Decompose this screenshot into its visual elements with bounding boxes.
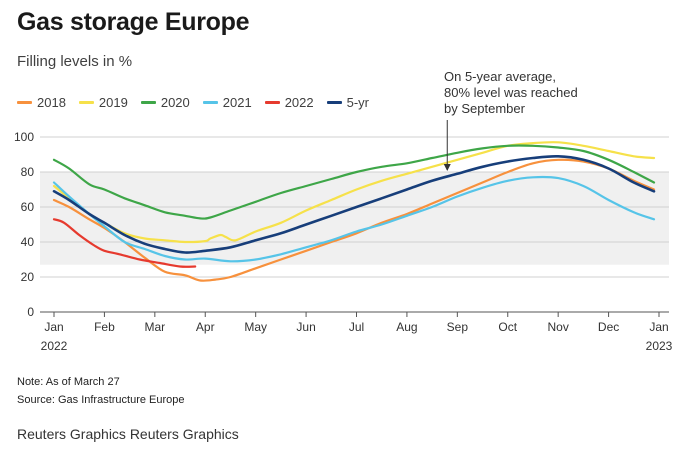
chart-source: Source: Gas Infrastructure Europe xyxy=(17,394,185,406)
x-tick-label: Jun xyxy=(296,320,315,334)
chart-subtitle: Filling levels in % xyxy=(17,53,133,70)
x-tick-year-label: 2023 xyxy=(646,339,673,353)
x-tick-label: Sep xyxy=(447,320,469,334)
annotation-text: On 5-year average, 80% level was reached… xyxy=(444,69,614,117)
legend-label-2018: 2018 xyxy=(37,95,66,110)
chart-credit: Reuters Graphics Reuters Graphics xyxy=(17,426,239,442)
series-line-2021 xyxy=(52,175,656,263)
annotation-line-2: 80% level was reached xyxy=(444,85,578,100)
legend-item-5yr: 5-yr xyxy=(326,95,369,110)
y-tick-label: 20 xyxy=(21,270,35,284)
legend-item-2018: 2018 xyxy=(17,95,66,110)
x-tick-label: Dec xyxy=(598,320,619,334)
y-tick-label: 60 xyxy=(21,200,35,214)
legend-label-5yr: 5-yr xyxy=(346,95,369,110)
series-line-2019 xyxy=(52,141,656,244)
series-line-2022 xyxy=(52,218,197,268)
legend-swatch-2022 xyxy=(264,101,280,104)
x-tick-label: Oct xyxy=(498,320,517,334)
x-tick-year-label: 2022 xyxy=(41,339,68,353)
x-tick-label: Apr xyxy=(196,320,215,334)
legend: 2018 2019 2020 2021 2022 5-yr xyxy=(17,95,382,110)
series-line-2020 xyxy=(52,144,656,220)
x-tick-label: Jul xyxy=(349,320,364,334)
x-tick-label: Mar xyxy=(144,320,165,334)
x-tick-label: Feb xyxy=(94,320,115,334)
legend-label-2020: 2020 xyxy=(160,95,190,110)
annotation-line-1: On 5-year average, xyxy=(444,69,557,84)
x-tick-label: Jan xyxy=(649,320,668,334)
x-tick-label: Jan xyxy=(44,320,63,334)
chart-title: Gas storage Europe xyxy=(17,8,250,36)
legend-item-2020: 2020 xyxy=(140,95,190,110)
legend-swatch-2021 xyxy=(202,101,218,104)
chart-note: Note: As of March 27 xyxy=(17,376,120,388)
legend-swatch-5yr xyxy=(326,101,342,104)
y-tick-label: 0 xyxy=(27,305,34,319)
legend-item-2019: 2019 xyxy=(78,95,128,110)
legend-label-2019: 2019 xyxy=(98,95,128,110)
x-tick-label: Nov xyxy=(547,320,568,334)
legend-swatch-2019 xyxy=(78,101,94,104)
legend-item-2022: 2022 xyxy=(264,95,314,110)
legend-swatch-2018 xyxy=(17,101,32,104)
series-line-2018 xyxy=(52,158,656,282)
legend-label-2022: 2022 xyxy=(284,95,314,110)
legend-swatch-2020 xyxy=(140,101,156,104)
x-tick-label: May xyxy=(244,320,267,334)
annotation-arrow-head xyxy=(443,164,451,171)
y-tick-label: 80 xyxy=(21,165,35,179)
series-line-5yr xyxy=(52,154,656,254)
annotation-line-3: by September xyxy=(444,101,525,116)
legend-item-2021: 2021 xyxy=(202,95,252,110)
y-tick-label: 100 xyxy=(14,130,34,144)
legend-label-2021: 2021 xyxy=(222,95,252,110)
x-tick-label: Aug xyxy=(396,320,417,334)
y-tick-label: 40 xyxy=(21,235,35,249)
